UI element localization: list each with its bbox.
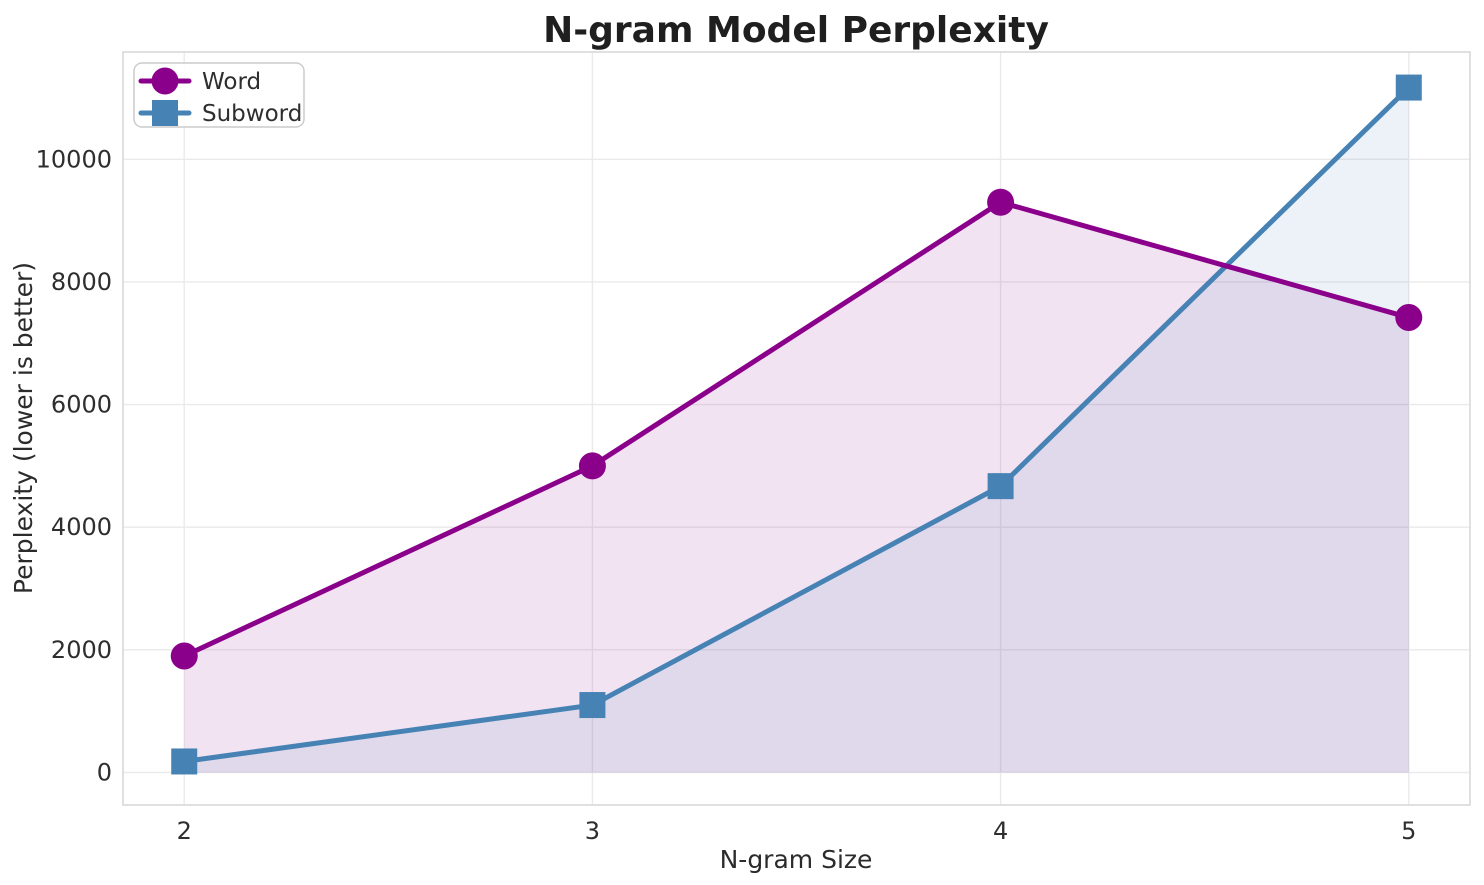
series-line-word xyxy=(181,199,1412,659)
series-fill-word xyxy=(184,202,1409,773)
x-tick-label: 5 xyxy=(1401,817,1416,845)
y-tick-label: 6000 xyxy=(51,391,112,419)
marker-subword xyxy=(1395,74,1422,101)
series-fills xyxy=(184,87,1409,773)
y-tick-label: 10000 xyxy=(36,145,112,173)
marker-word xyxy=(578,452,606,480)
legend-label-subword: Subword xyxy=(202,101,302,127)
legend-marker-subword xyxy=(152,100,178,126)
legend: Word Subword xyxy=(133,62,305,128)
y-tick-label: 4000 xyxy=(51,513,112,541)
y-tick-labels: 0 2000 4000 6000 8000 10000 xyxy=(36,145,112,786)
legend-marker-word xyxy=(151,67,179,95)
chart-title: N-gram Model Perplexity xyxy=(543,10,1049,51)
series-line-subword xyxy=(181,85,1412,764)
marker-word xyxy=(170,642,198,670)
x-axis-label: N-gram Size xyxy=(720,845,873,874)
gridlines xyxy=(123,52,1470,805)
series-fill-subword xyxy=(184,87,1409,773)
y-tick-label: 0 xyxy=(97,759,112,787)
x-tick-label: 2 xyxy=(177,817,192,845)
plot-border xyxy=(122,51,1471,806)
marker-subword xyxy=(171,748,198,775)
marker-word xyxy=(987,188,1015,216)
series-lines xyxy=(170,74,1423,775)
x-tick-label: 4 xyxy=(993,817,1008,845)
y-tick-label: 2000 xyxy=(51,636,112,664)
marker-subword xyxy=(987,473,1014,500)
y-axis-label: Perplexity (lower is better) xyxy=(9,262,38,594)
x-tick-labels: 2 3 4 5 xyxy=(177,817,1417,845)
y-tick-label: 8000 xyxy=(51,268,112,296)
x-tick-label: 3 xyxy=(585,817,600,845)
legend-label-word: Word xyxy=(202,69,261,95)
marker-word xyxy=(1395,304,1423,332)
marker-subword xyxy=(579,692,606,719)
